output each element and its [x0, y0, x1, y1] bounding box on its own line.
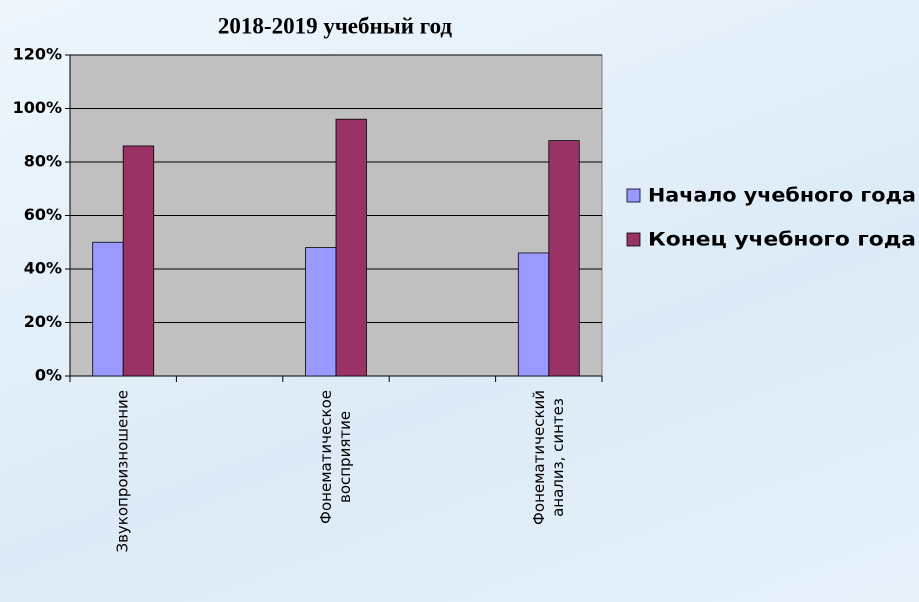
bar	[305, 247, 337, 377]
legend-swatch	[626, 188, 641, 203]
y-tick-label: 60%	[24, 205, 62, 224]
chart-title: 2018-2019 учебный год	[218, 13, 453, 38]
y-tick-label: 20%	[24, 312, 62, 331]
bar	[122, 145, 155, 377]
y-tick-label: 80%	[24, 152, 62, 171]
legend-label: Начало учебного года	[648, 185, 916, 207]
bar	[92, 241, 124, 377]
x-tick-label: Фонематическое восприятие	[317, 390, 354, 524]
y-tick-label: 40%	[24, 259, 62, 278]
x-tick-label: Фонематический анализ, синтез	[529, 390, 567, 526]
y-tick-label: 120%	[13, 45, 62, 64]
legend-label: Конец учебного года	[648, 229, 916, 251]
x-tick-label: Звукопроизношение	[113, 390, 132, 553]
legend-swatch	[626, 232, 641, 247]
bar	[517, 252, 550, 377]
bar	[335, 118, 367, 377]
y-tick-label: 100%	[13, 98, 62, 117]
y-tick-label: 0%	[35, 366, 62, 385]
bar	[548, 140, 580, 377]
